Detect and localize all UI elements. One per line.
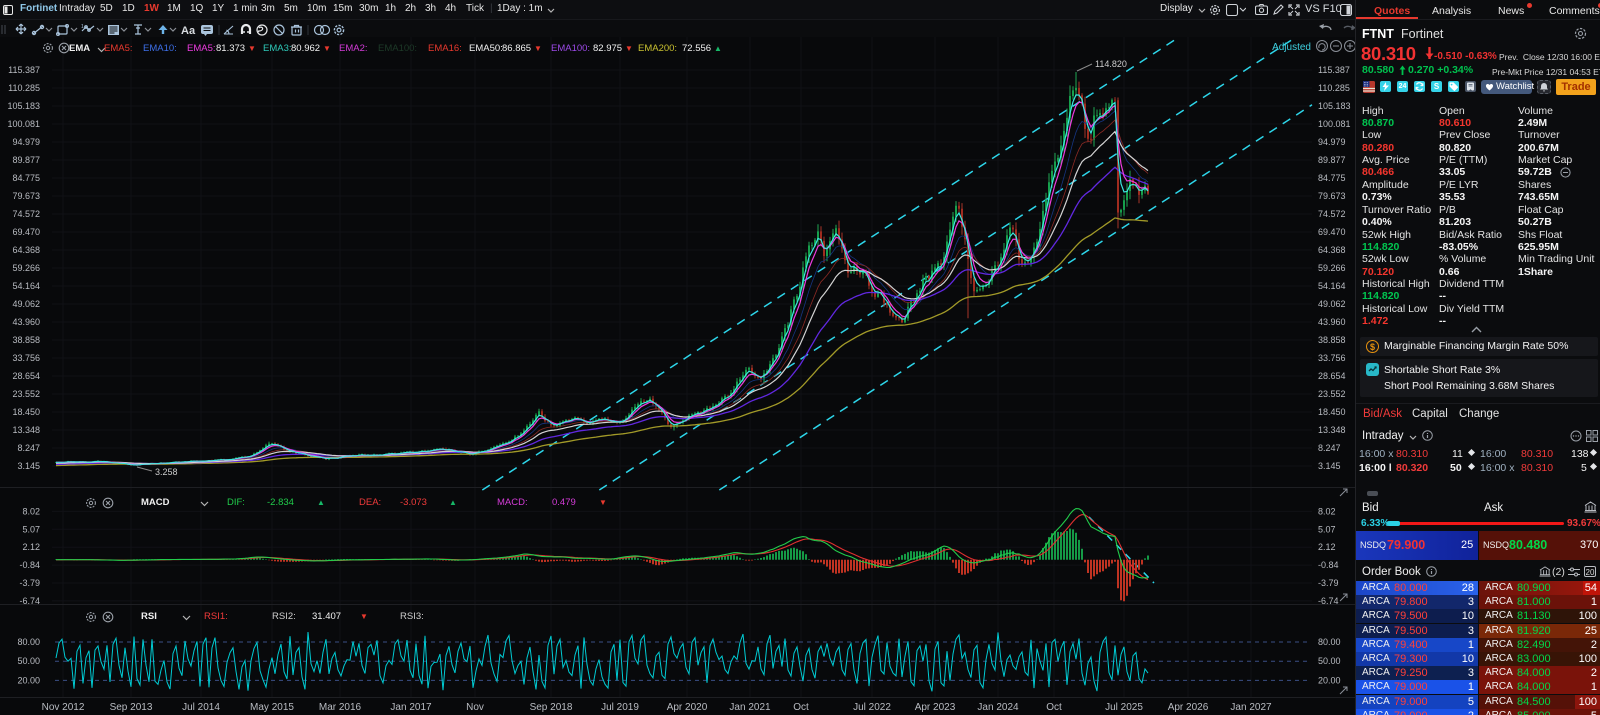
svg-text:20.00: 20.00 xyxy=(1318,675,1341,685)
svg-text:80.00: 80.00 xyxy=(1318,637,1341,647)
svg-text:13.348: 13.348 xyxy=(12,425,40,435)
svg-text:1: 1 xyxy=(81,24,84,30)
svg-text:8.02: 8.02 xyxy=(1318,506,1336,516)
svg-text:50.00: 50.00 xyxy=(17,656,40,666)
svg-text:Nov 2012: Nov 2012 xyxy=(42,702,85,713)
svg-text:-0.84: -0.84 xyxy=(1318,560,1339,570)
svg-text:50.00: 50.00 xyxy=(1318,656,1341,666)
svg-text:Sep 2013: Sep 2013 xyxy=(110,702,153,713)
svg-text:74.572: 74.572 xyxy=(12,209,40,219)
svg-text:13.348: 13.348 xyxy=(1318,425,1346,435)
svg-text:18.450: 18.450 xyxy=(12,407,40,417)
svg-text:94.979: 94.979 xyxy=(12,137,40,147)
svg-text:110.285: 110.285 xyxy=(8,83,40,93)
svg-text:Aa: Aa xyxy=(181,25,196,37)
svg-text:8.247: 8.247 xyxy=(17,443,40,453)
svg-text:64.368: 64.368 xyxy=(12,245,40,255)
svg-text:33.756: 33.756 xyxy=(12,353,40,363)
svg-text:8.247: 8.247 xyxy=(1318,443,1341,453)
svg-text:38.858: 38.858 xyxy=(12,335,40,345)
svg-text:94.979: 94.979 xyxy=(1318,137,1346,147)
svg-text:Oct: Oct xyxy=(1046,702,1062,713)
svg-text:-6.74: -6.74 xyxy=(1318,596,1339,606)
svg-text:49.062: 49.062 xyxy=(12,299,40,309)
svg-text:3.145: 3.145 xyxy=(17,461,40,471)
svg-text:23.552: 23.552 xyxy=(12,389,40,399)
svg-text:105.183: 105.183 xyxy=(7,101,40,111)
svg-text:-6.74: -6.74 xyxy=(19,596,40,606)
svg-text:Apr 2020: Apr 2020 xyxy=(667,702,708,713)
svg-text:Jul 2014: Jul 2014 xyxy=(182,702,220,713)
svg-text:Oct: Oct xyxy=(793,702,809,713)
svg-text:8.02: 8.02 xyxy=(22,506,40,516)
svg-text:Jan 2017: Jan 2017 xyxy=(390,702,432,713)
svg-text:43.960: 43.960 xyxy=(12,317,40,327)
svg-text:Jan 2024: Jan 2024 xyxy=(977,702,1019,713)
svg-text:64.368: 64.368 xyxy=(1318,245,1346,255)
svg-text:Mar 2016: Mar 2016 xyxy=(319,702,362,713)
svg-text:114.820: 114.820 xyxy=(1095,59,1127,69)
svg-text:80.00: 80.00 xyxy=(17,637,40,647)
svg-text:100.081: 100.081 xyxy=(1318,119,1351,129)
svg-text:-3.79: -3.79 xyxy=(19,578,40,588)
svg-text:74.572: 74.572 xyxy=(1318,209,1346,219)
svg-text:3.145: 3.145 xyxy=(1318,461,1341,471)
svg-text:69.470: 69.470 xyxy=(1318,227,1346,237)
svg-text:89.877: 89.877 xyxy=(12,155,40,165)
svg-text:105.183: 105.183 xyxy=(1318,101,1351,111)
svg-text:5.07: 5.07 xyxy=(22,524,40,534)
svg-text:79.673: 79.673 xyxy=(12,191,40,201)
svg-text:18.450: 18.450 xyxy=(1318,407,1346,417)
svg-text:79.673: 79.673 xyxy=(1318,191,1346,201)
svg-text:20.00: 20.00 xyxy=(17,675,40,685)
svg-text:23.552: 23.552 xyxy=(1318,389,1346,399)
svg-text:Apr 2023: Apr 2023 xyxy=(915,702,956,713)
svg-text:2.12: 2.12 xyxy=(22,542,40,552)
svg-text:84.775: 84.775 xyxy=(12,173,40,183)
svg-text:5.07: 5.07 xyxy=(1318,524,1336,534)
svg-text:3.258: 3.258 xyxy=(155,467,178,477)
svg-text:84.775: 84.775 xyxy=(1318,173,1346,183)
svg-text:Sep 2018: Sep 2018 xyxy=(530,702,573,713)
svg-text:Jul 2019: Jul 2019 xyxy=(601,702,639,713)
svg-text:May 2015: May 2015 xyxy=(250,702,294,713)
svg-text:110.285: 110.285 xyxy=(1318,83,1350,93)
svg-text:Adjusted: Adjusted xyxy=(1272,42,1311,53)
svg-text:Apr 2026: Apr 2026 xyxy=(1168,702,1209,713)
svg-text:89.877: 89.877 xyxy=(1318,155,1346,165)
svg-text:2.12: 2.12 xyxy=(1318,542,1336,552)
svg-text:Jan 2021: Jan 2021 xyxy=(729,702,771,713)
svg-text:49.062: 49.062 xyxy=(1318,299,1346,309)
svg-text:28.654: 28.654 xyxy=(1318,371,1346,381)
svg-text:Jul 2022: Jul 2022 xyxy=(853,702,891,713)
svg-text:59.266: 59.266 xyxy=(12,263,40,273)
svg-text:-0.84: -0.84 xyxy=(19,560,40,570)
svg-text:Nov: Nov xyxy=(466,702,484,713)
svg-text:28.654: 28.654 xyxy=(12,371,40,381)
svg-text:54.164: 54.164 xyxy=(1318,281,1346,291)
svg-text:54.164: 54.164 xyxy=(12,281,40,291)
svg-text:115.387: 115.387 xyxy=(1318,65,1350,75)
svg-text:115.387: 115.387 xyxy=(8,65,40,75)
svg-text:100.081: 100.081 xyxy=(7,119,40,129)
svg-text:59.266: 59.266 xyxy=(1318,263,1346,273)
svg-text:38.858: 38.858 xyxy=(1318,335,1346,345)
svg-text:Jul 2025: Jul 2025 xyxy=(1105,702,1143,713)
svg-text:43.960: 43.960 xyxy=(1318,317,1346,327)
svg-text:69.470: 69.470 xyxy=(12,227,40,237)
svg-text:-3.79: -3.79 xyxy=(1318,578,1339,588)
svg-text:33.756: 33.756 xyxy=(1318,353,1346,363)
svg-text:Jan 2027: Jan 2027 xyxy=(1230,702,1272,713)
